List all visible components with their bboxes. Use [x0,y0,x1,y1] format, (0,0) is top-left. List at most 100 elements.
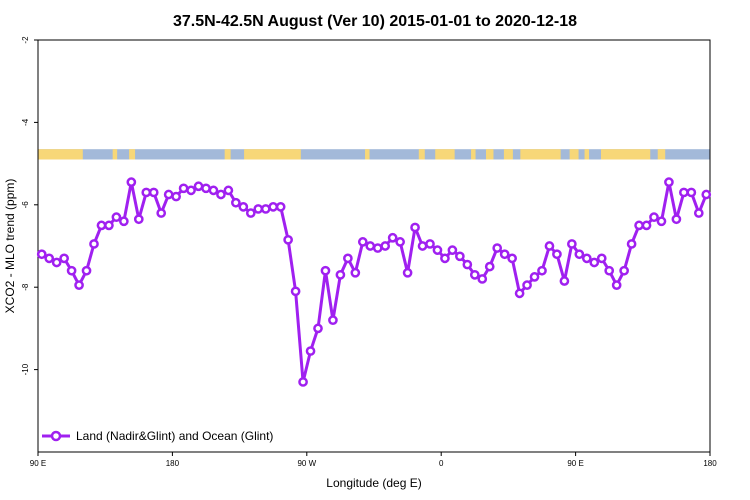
land-segment [569,149,579,160]
data-point [178,183,189,194]
x-axis-label: Longitude (deg E) [326,476,421,490]
data-point [604,265,615,276]
legend: Land (Nadir&Glint) and Ocean (Glint) [42,429,273,443]
data-point [410,222,420,233]
data-point [641,220,652,231]
data-point [141,187,152,198]
data-point [499,249,510,260]
data-point [81,265,92,276]
x-tick-label: 90 E [30,459,46,468]
data-point [66,265,77,276]
plot-frame [37,39,711,453]
land-segment [112,149,118,160]
data-point [36,249,47,260]
land-segment [129,149,136,160]
data-point [313,323,323,334]
land-ocean-strip [38,149,710,160]
data-point [216,189,226,200]
data-point [462,259,473,270]
data-point [51,257,62,268]
data-point [96,220,107,231]
data-point [440,253,450,264]
data-point [290,286,301,297]
data-point [163,189,174,200]
land-segment [38,149,83,160]
data-point [619,265,629,276]
data-point [231,197,241,208]
data-point [253,204,264,214]
land-segment [224,149,231,160]
data-point [328,315,338,326]
data-point [126,177,137,187]
data-point [119,216,129,227]
x-tick-label: 90 W [297,459,316,468]
data-point [171,191,181,202]
data-point [469,269,480,280]
data-point [74,280,84,290]
data-point [484,261,495,272]
data-point [133,214,144,225]
data-point [649,212,659,223]
y-axis: -2 -4 -6 -8 -10 [21,36,38,375]
legend-label: Land (Nadir&Glint) and Ocean (Glint) [76,429,273,443]
data-point [343,253,353,264]
data-point [298,377,308,387]
land-segment [471,149,476,160]
data-point [156,208,167,218]
data-point [417,241,428,251]
data-point [567,239,577,249]
land-segment [520,149,561,160]
land-segment [365,149,370,160]
data-point [544,241,555,251]
x-tick-label: 180 [703,459,717,468]
data-point [671,214,682,225]
y-tick-label: -10 [21,363,30,375]
data-point [59,253,69,264]
data-point [514,288,525,299]
data-point [507,253,517,264]
ocean-band [38,149,710,160]
data-point [335,269,346,280]
data-point [492,243,503,253]
data-point [634,220,644,231]
data-point [223,185,234,196]
data-point [357,237,368,247]
data-point [365,241,376,251]
land-segment [657,149,666,160]
land-segment [244,149,301,160]
x-axis: 90 E 180 90 W 0 90 E 180 [30,452,717,468]
data-point [44,253,55,264]
data-point [193,181,204,192]
data-point [201,183,211,194]
chart-title: 37.5N-42.5N August (Ver 10) 2015-01-01 t… [173,13,577,30]
y-tick-label: -6 [21,201,30,209]
data-point [529,272,540,282]
land-segment [486,149,494,160]
data-point [268,202,279,212]
data-point [656,216,667,227]
data-point [626,239,637,249]
y-tick-label: -8 [21,283,30,291]
data-point [104,220,114,231]
y-tick-label: -2 [21,36,30,44]
land-segment [418,149,425,160]
land-segment [600,149,651,160]
data-point [477,274,488,284]
data-point [387,232,398,243]
data-point [552,249,562,260]
data-point [574,249,585,260]
data-point [89,239,99,249]
data-point [664,177,674,187]
data-point [611,280,622,290]
data-point [111,212,122,223]
data-point [208,185,219,196]
data-point [581,253,592,264]
data-point [701,189,712,200]
land-segment [435,149,455,160]
series-points [36,177,712,387]
x-tick-label: 0 [439,459,444,468]
y-axis-label: XCO2 - MLO trend (ppm) [3,179,17,314]
data-point [455,251,465,262]
data-point [425,239,435,249]
